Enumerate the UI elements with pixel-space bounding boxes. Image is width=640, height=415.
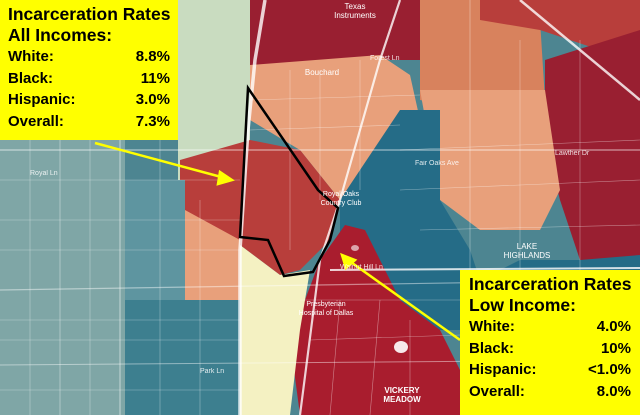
- street-label-lawther: Lawther Dr: [555, 150, 590, 157]
- callout-all-incomes: Incarceration Rates All Incomes: White: …: [0, 0, 178, 140]
- stat-label: Overall:: [469, 382, 525, 400]
- stat-row-white: White: 4.0%: [469, 316, 631, 338]
- callout-subtitle: All Incomes:: [8, 25, 113, 45]
- region-west-mid-teal: [125, 180, 185, 300]
- stat-value: 7.3%: [135, 112, 170, 130]
- stat-value: 4.0%: [596, 318, 631, 335]
- stat-label: White:: [469, 318, 515, 335]
- stat-row-white: White: 8.8%: [8, 46, 170, 68]
- stat-label: Hispanic:: [469, 361, 537, 378]
- stat-value: 8.0%: [596, 382, 631, 400]
- place-label-vickery: VICKERY MEADOW: [383, 386, 421, 404]
- callout-subtitle: Low Income:: [469, 295, 576, 315]
- stat-label: White:: [8, 48, 54, 65]
- stat-label: Overall:: [8, 112, 64, 130]
- stat-row-overall: Overall: 8.0%: [469, 381, 631, 403]
- major-roads: [238, 0, 640, 415]
- place-label-country-club: Royal Oaks Country Club: [320, 191, 362, 207]
- highlighted-tract-outline: [238, 84, 340, 278]
- stat-value: <1.0%: [588, 361, 631, 378]
- street-label-park: Park Ln: [200, 368, 225, 375]
- region-east-orange: [420, 90, 560, 230]
- stat-row-hispanic: Hispanic: 3.0%: [8, 89, 170, 111]
- region-west-lightteal: [0, 135, 125, 415]
- pond: [351, 245, 359, 251]
- stat-value: 10%: [600, 339, 631, 357]
- stat-label: Black:: [469, 339, 515, 357]
- arrow-low-income: [340, 252, 461, 342]
- stat-row-overall: Overall: 7.3%: [8, 111, 170, 133]
- region-west-peach: [185, 210, 240, 300]
- street-label-royal: Royal Ln: [30, 170, 58, 177]
- arrow-all-incomes: [94, 141, 235, 186]
- callout-title: Incarceration Rates: [8, 4, 171, 24]
- place-label-lake-highlands: LAKE HIGHLANDS: [503, 242, 551, 260]
- region-south-crimson: [290, 225, 460, 415]
- street-label-fair-oaks: Fair Oaks Ave: [415, 160, 459, 167]
- region-northeast-orange: [420, 0, 545, 110]
- stat-value: 3.0%: [135, 91, 170, 108]
- place-label-texas-instruments: Texas Instruments: [334, 2, 376, 20]
- stat-label: Black:: [8, 69, 54, 87]
- stat-value: 11%: [140, 69, 170, 87]
- place-label-bouchard: Bouchard: [304, 68, 340, 77]
- region-north-peach: [250, 55, 420, 200]
- region-northeast-crimson: [545, 30, 640, 260]
- place-label-presbyterian: Presbyterian Hospital of Dallas: [298, 301, 354, 317]
- street-label-forest: Forest Ln: [370, 55, 400, 62]
- region-north-darkred: [250, 0, 420, 70]
- stat-row-black: Black: 10%: [469, 338, 631, 360]
- region-pale-yellow: [240, 245, 310, 415]
- pond: [394, 341, 408, 353]
- stat-row-hispanic: Hispanic: <1.0%: [469, 359, 631, 381]
- stat-value: 8.8%: [135, 48, 170, 65]
- callout-low-income: Incarceration Rates Low Income: White: 4…: [460, 270, 640, 415]
- callout-title: Incarceration Rates: [469, 274, 632, 294]
- street-label-walnut-hill: Walnut Hill Ln: [340, 264, 383, 271]
- stat-row-black: Black: 11%: [8, 68, 170, 90]
- stat-label: Hispanic:: [8, 91, 76, 108]
- region-southwest-teal: [125, 300, 240, 415]
- region-northeast-red: [480, 0, 640, 50]
